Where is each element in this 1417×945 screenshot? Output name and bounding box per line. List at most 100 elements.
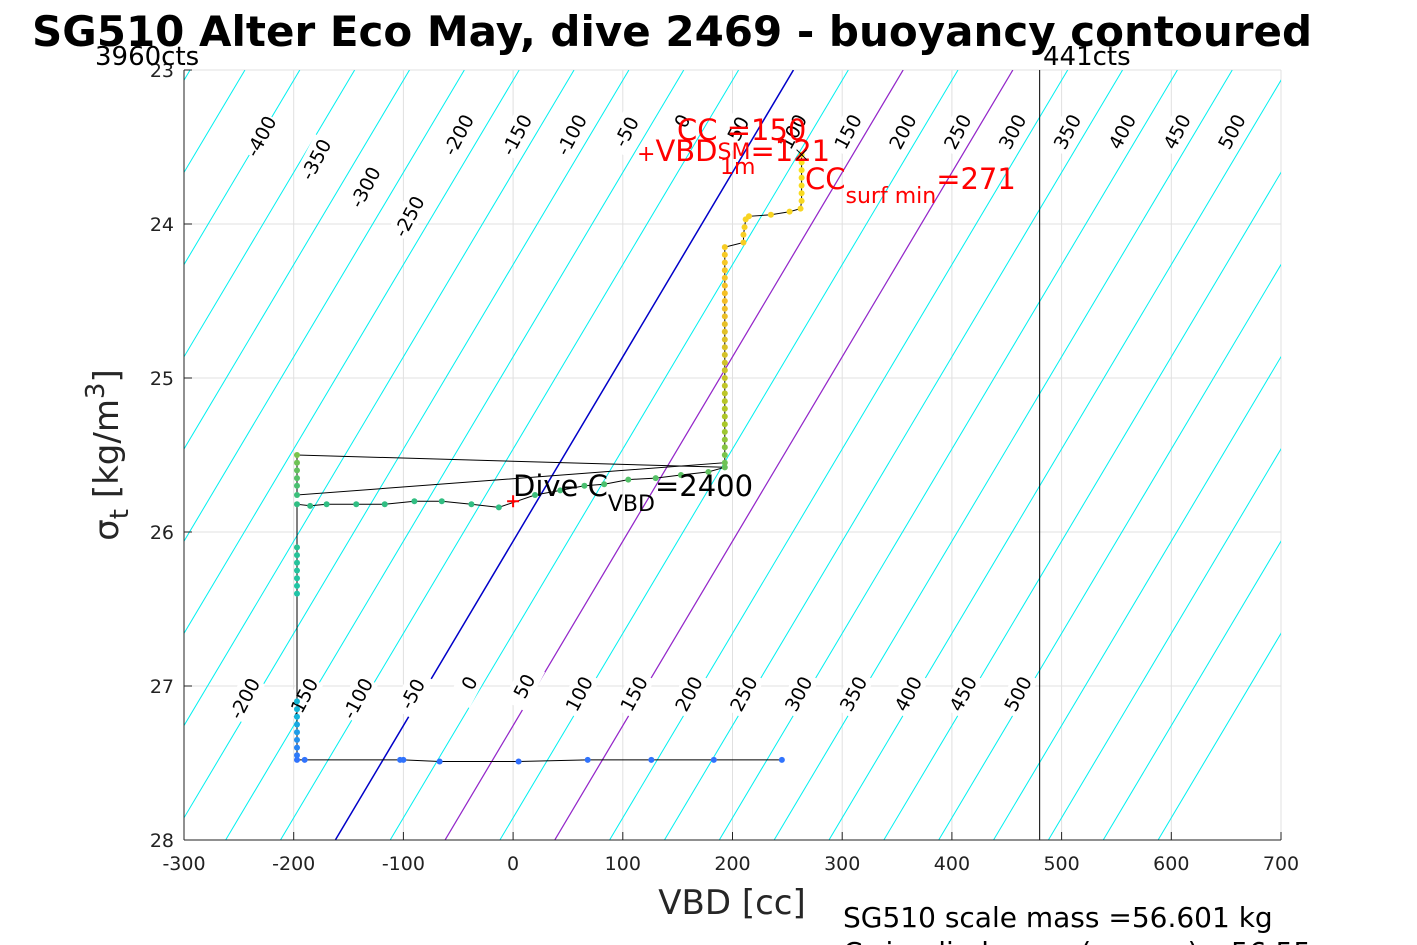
profile-point: [798, 174, 805, 181]
profile-point: [495, 504, 502, 511]
profile-point: [721, 452, 728, 458]
x-tick-label: -100: [382, 853, 425, 875]
profile-point: [293, 590, 300, 597]
contour-line: [184, 70, 410, 451]
profile-point: [532, 492, 539, 499]
profile-point: [293, 744, 300, 751]
profile-point: [652, 475, 659, 482]
x-axis-label: VBD [cc]: [658, 883, 806, 923]
x-tick-label: 500: [1043, 853, 1079, 875]
contour-label-bg: [605, 106, 648, 157]
profile-point: [721, 351, 728, 358]
profile-point: [741, 224, 748, 231]
x-tick-label: -200: [272, 853, 315, 875]
profile-point: [436, 758, 443, 765]
contour-label-bg: [771, 106, 814, 157]
profile-point: [293, 467, 300, 474]
contour-line: [184, 70, 465, 543]
profile-point: [705, 468, 712, 475]
vbd-sm-annotation: +VBDSM=121: [637, 134, 830, 168]
contour-line: [993, 355, 1281, 840]
profile-point: [293, 567, 300, 574]
profile-point: [301, 756, 308, 763]
profile-point: [293, 452, 300, 458]
profile-point: [721, 382, 728, 389]
profile-point: [293, 752, 300, 759]
contour-label-bg: [1210, 106, 1253, 157]
top-left-count: 3960cts: [95, 42, 199, 72]
x-tick-label: -300: [162, 853, 205, 875]
profile-point: [397, 756, 404, 763]
contour-label-bg: [722, 668, 765, 719]
profile-point: [798, 159, 805, 166]
profile-point: [721, 290, 728, 297]
y-axis-label: σt [kg/m3]: [81, 369, 135, 541]
profile-point: [710, 756, 717, 763]
profile-point: [293, 582, 300, 589]
profile-point: [721, 444, 728, 451]
x-tick-label: 700: [1263, 853, 1299, 875]
contour-line: [389, 70, 849, 840]
contour-line: [1047, 448, 1281, 840]
contour-label-bg: [717, 103, 759, 154]
profile-point: [721, 367, 728, 374]
profile-point: [293, 544, 300, 551]
contour-label-bg: [991, 106, 1034, 157]
contour-line: [1102, 540, 1281, 840]
profile-point: [293, 713, 300, 720]
profile-point: [721, 244, 728, 251]
profile-point: [721, 282, 728, 289]
profile-point: [468, 501, 475, 508]
profile-point: [721, 436, 728, 443]
dive-c-marker: [507, 495, 520, 508]
vbd-1m-annotation: 1m: [720, 155, 755, 180]
contour-label-bg: [336, 673, 379, 724]
dive-profile: [293, 151, 805, 765]
contour-label-bg: [223, 673, 266, 724]
profile-point: [721, 375, 728, 381]
profile-point: [721, 405, 728, 412]
y-label-close: ]: [87, 369, 127, 382]
contour-line: [1157, 632, 1281, 840]
contour-label-bg: [936, 106, 979, 157]
profile-point: [293, 501, 300, 508]
cc-annotation: CC =150: [677, 113, 806, 147]
y-tick-label: 24: [150, 214, 174, 236]
contour-label-bg: [881, 106, 924, 157]
contour-label-bg: [387, 191, 430, 242]
contour-label-bg: [612, 668, 655, 719]
y-tick-label: 25: [150, 368, 174, 390]
y-tick-label: 27: [150, 676, 174, 698]
cc-surf-min-annotation: CCsurf min=271: [805, 162, 1016, 209]
svg-text:σt [kg/m3]: σt [kg/m3]: [81, 369, 135, 541]
profile-point: [798, 197, 805, 204]
profile-point: [293, 575, 300, 582]
y-label-unit: [kg/m: [87, 399, 127, 509]
profile-point: [293, 729, 300, 736]
profile-point: [797, 205, 804, 212]
contour-label-bg: [1101, 106, 1143, 157]
dive-c-annotation: Dive CVBD=2400: [513, 469, 753, 517]
profile-point: [721, 390, 728, 397]
y-label-sup: 3: [81, 383, 111, 400]
contour-label-bg: [503, 660, 545, 712]
profile-point: [293, 552, 300, 559]
y-tick-label: 28: [150, 830, 174, 852]
contour-label-bg: [448, 657, 491, 708]
contour-line: [184, 70, 301, 266]
profile-point: [293, 736, 300, 743]
profile-point: [721, 298, 728, 304]
profile-point: [721, 413, 728, 420]
axes: -300 -200 -100 0 100 200 300 400 500 600 700 23 24 25…: [150, 60, 1299, 875]
profile-point: [293, 482, 300, 489]
profile-point: [293, 706, 300, 713]
profile-point: [745, 213, 752, 220]
x-tick-label: 400: [934, 853, 970, 875]
contour-label-bg: [1155, 106, 1198, 157]
contour-label-bg: [667, 668, 710, 719]
contour-line: [184, 70, 575, 727]
profile-point: [293, 492, 300, 499]
profile-point: [721, 398, 728, 405]
profile-point: [625, 476, 632, 483]
